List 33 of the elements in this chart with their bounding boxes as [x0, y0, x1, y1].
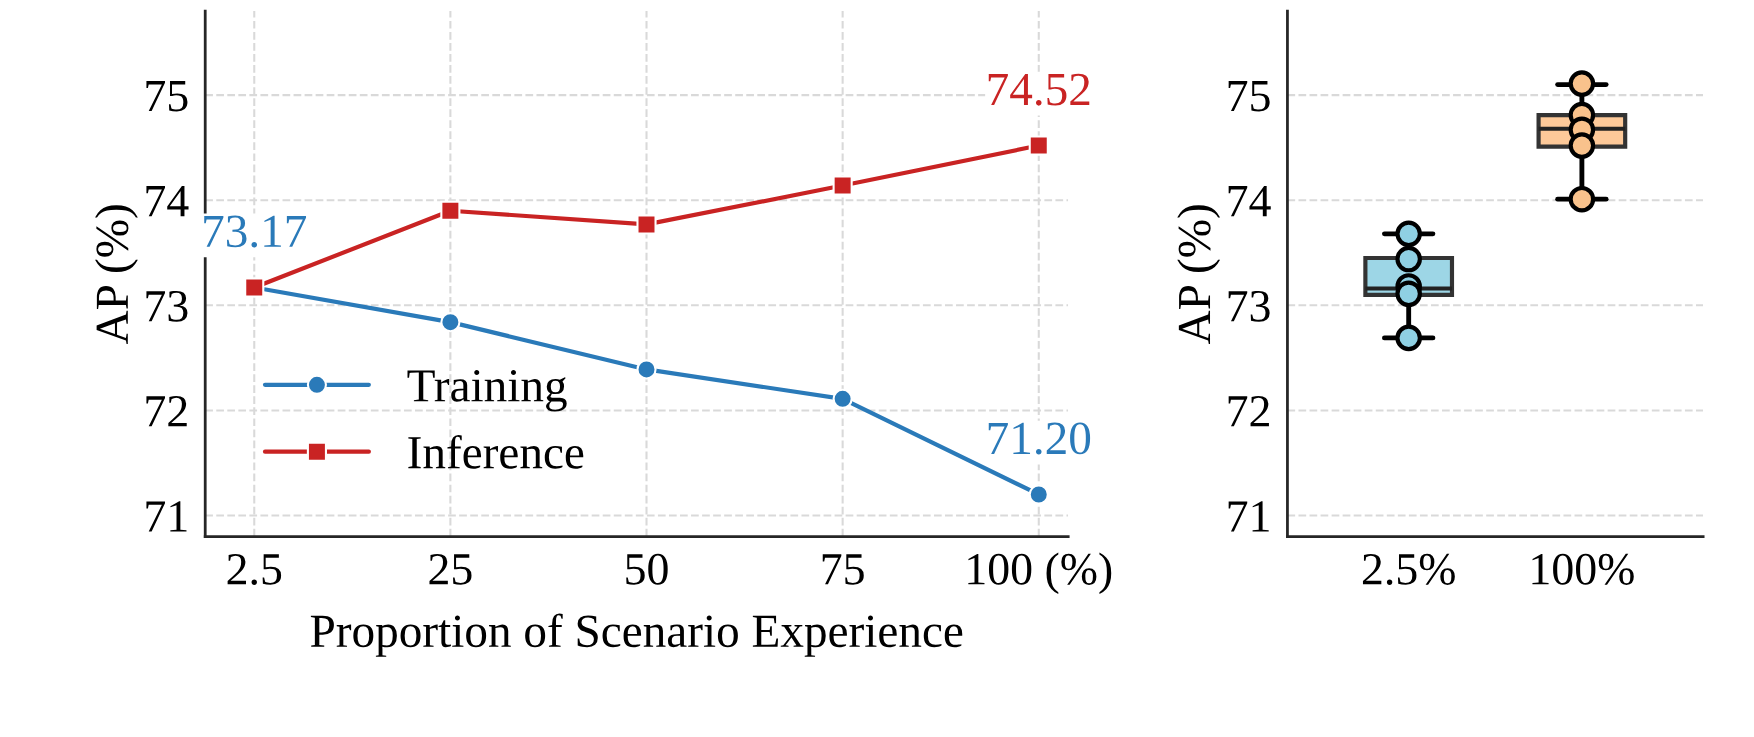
y-tick-label: 73 [146, 290, 188, 322]
y-tick-label: 71 [146, 501, 187, 532]
point [440, 312, 461, 333]
x-tick-label: 2.5 [227, 553, 282, 585]
y-tick-label: 71 [1228, 501, 1269, 532]
x-tick-label: 50 [626, 553, 668, 585]
point [832, 388, 853, 409]
x-tick-label: 75 [822, 554, 864, 585]
y-tick-label: 72 [1228, 395, 1269, 427]
point [832, 175, 853, 196]
data-label: 73.17 [204, 215, 307, 248]
legend-label: Training [407, 370, 567, 412]
y-axis-title: AP (%) [1177, 205, 1221, 344]
point [636, 214, 657, 235]
y-tick-label: 72 [146, 395, 187, 427]
point [440, 200, 461, 221]
x-tick-label: 100 (%) [968, 552, 1112, 595]
y-tick-label: 75 [146, 81, 188, 112]
data-label: 74.52 [988, 73, 1090, 106]
point [1028, 135, 1049, 156]
x-tick-label: 2.5% [1362, 553, 1455, 585]
y-tick-label: 74 [146, 185, 189, 217]
y-tick-label: 73 [1228, 290, 1270, 322]
x-axis-title: Proportion of Scenario Experience [310, 613, 963, 657]
x-tick-label: 100% [1532, 553, 1634, 585]
x-tick-label: 25 [429, 553, 472, 585]
legend-label: Inference [408, 434, 584, 469]
y-tick-label: 75 [1228, 81, 1270, 112]
point [636, 359, 657, 380]
point [1028, 484, 1049, 505]
data-label: 71.20 [988, 422, 1091, 455]
y-axis-title: AP (%) [95, 205, 138, 344]
y-tick-label: 74 [1228, 185, 1271, 217]
